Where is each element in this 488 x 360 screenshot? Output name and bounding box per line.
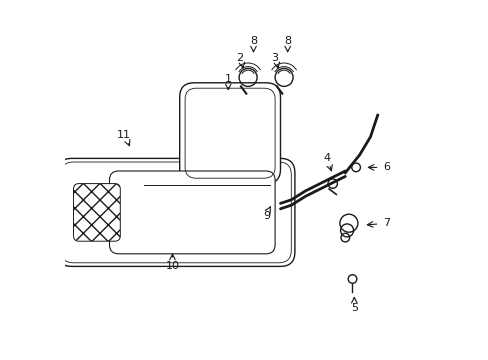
FancyBboxPatch shape	[73, 184, 120, 241]
FancyBboxPatch shape	[57, 158, 294, 266]
Text: 3: 3	[271, 53, 278, 63]
Text: 1: 1	[224, 74, 231, 84]
Text: 8: 8	[284, 36, 291, 46]
Text: 9: 9	[263, 211, 270, 221]
Text: 2: 2	[236, 53, 243, 63]
Text: 8: 8	[249, 36, 257, 46]
Text: 4: 4	[323, 153, 329, 163]
FancyBboxPatch shape	[109, 171, 275, 254]
Text: 7: 7	[383, 218, 389, 228]
FancyBboxPatch shape	[179, 83, 280, 184]
Text: 6: 6	[383, 162, 389, 172]
Text: 5: 5	[350, 303, 357, 313]
Text: 11: 11	[117, 130, 131, 140]
Text: 10: 10	[165, 261, 179, 271]
